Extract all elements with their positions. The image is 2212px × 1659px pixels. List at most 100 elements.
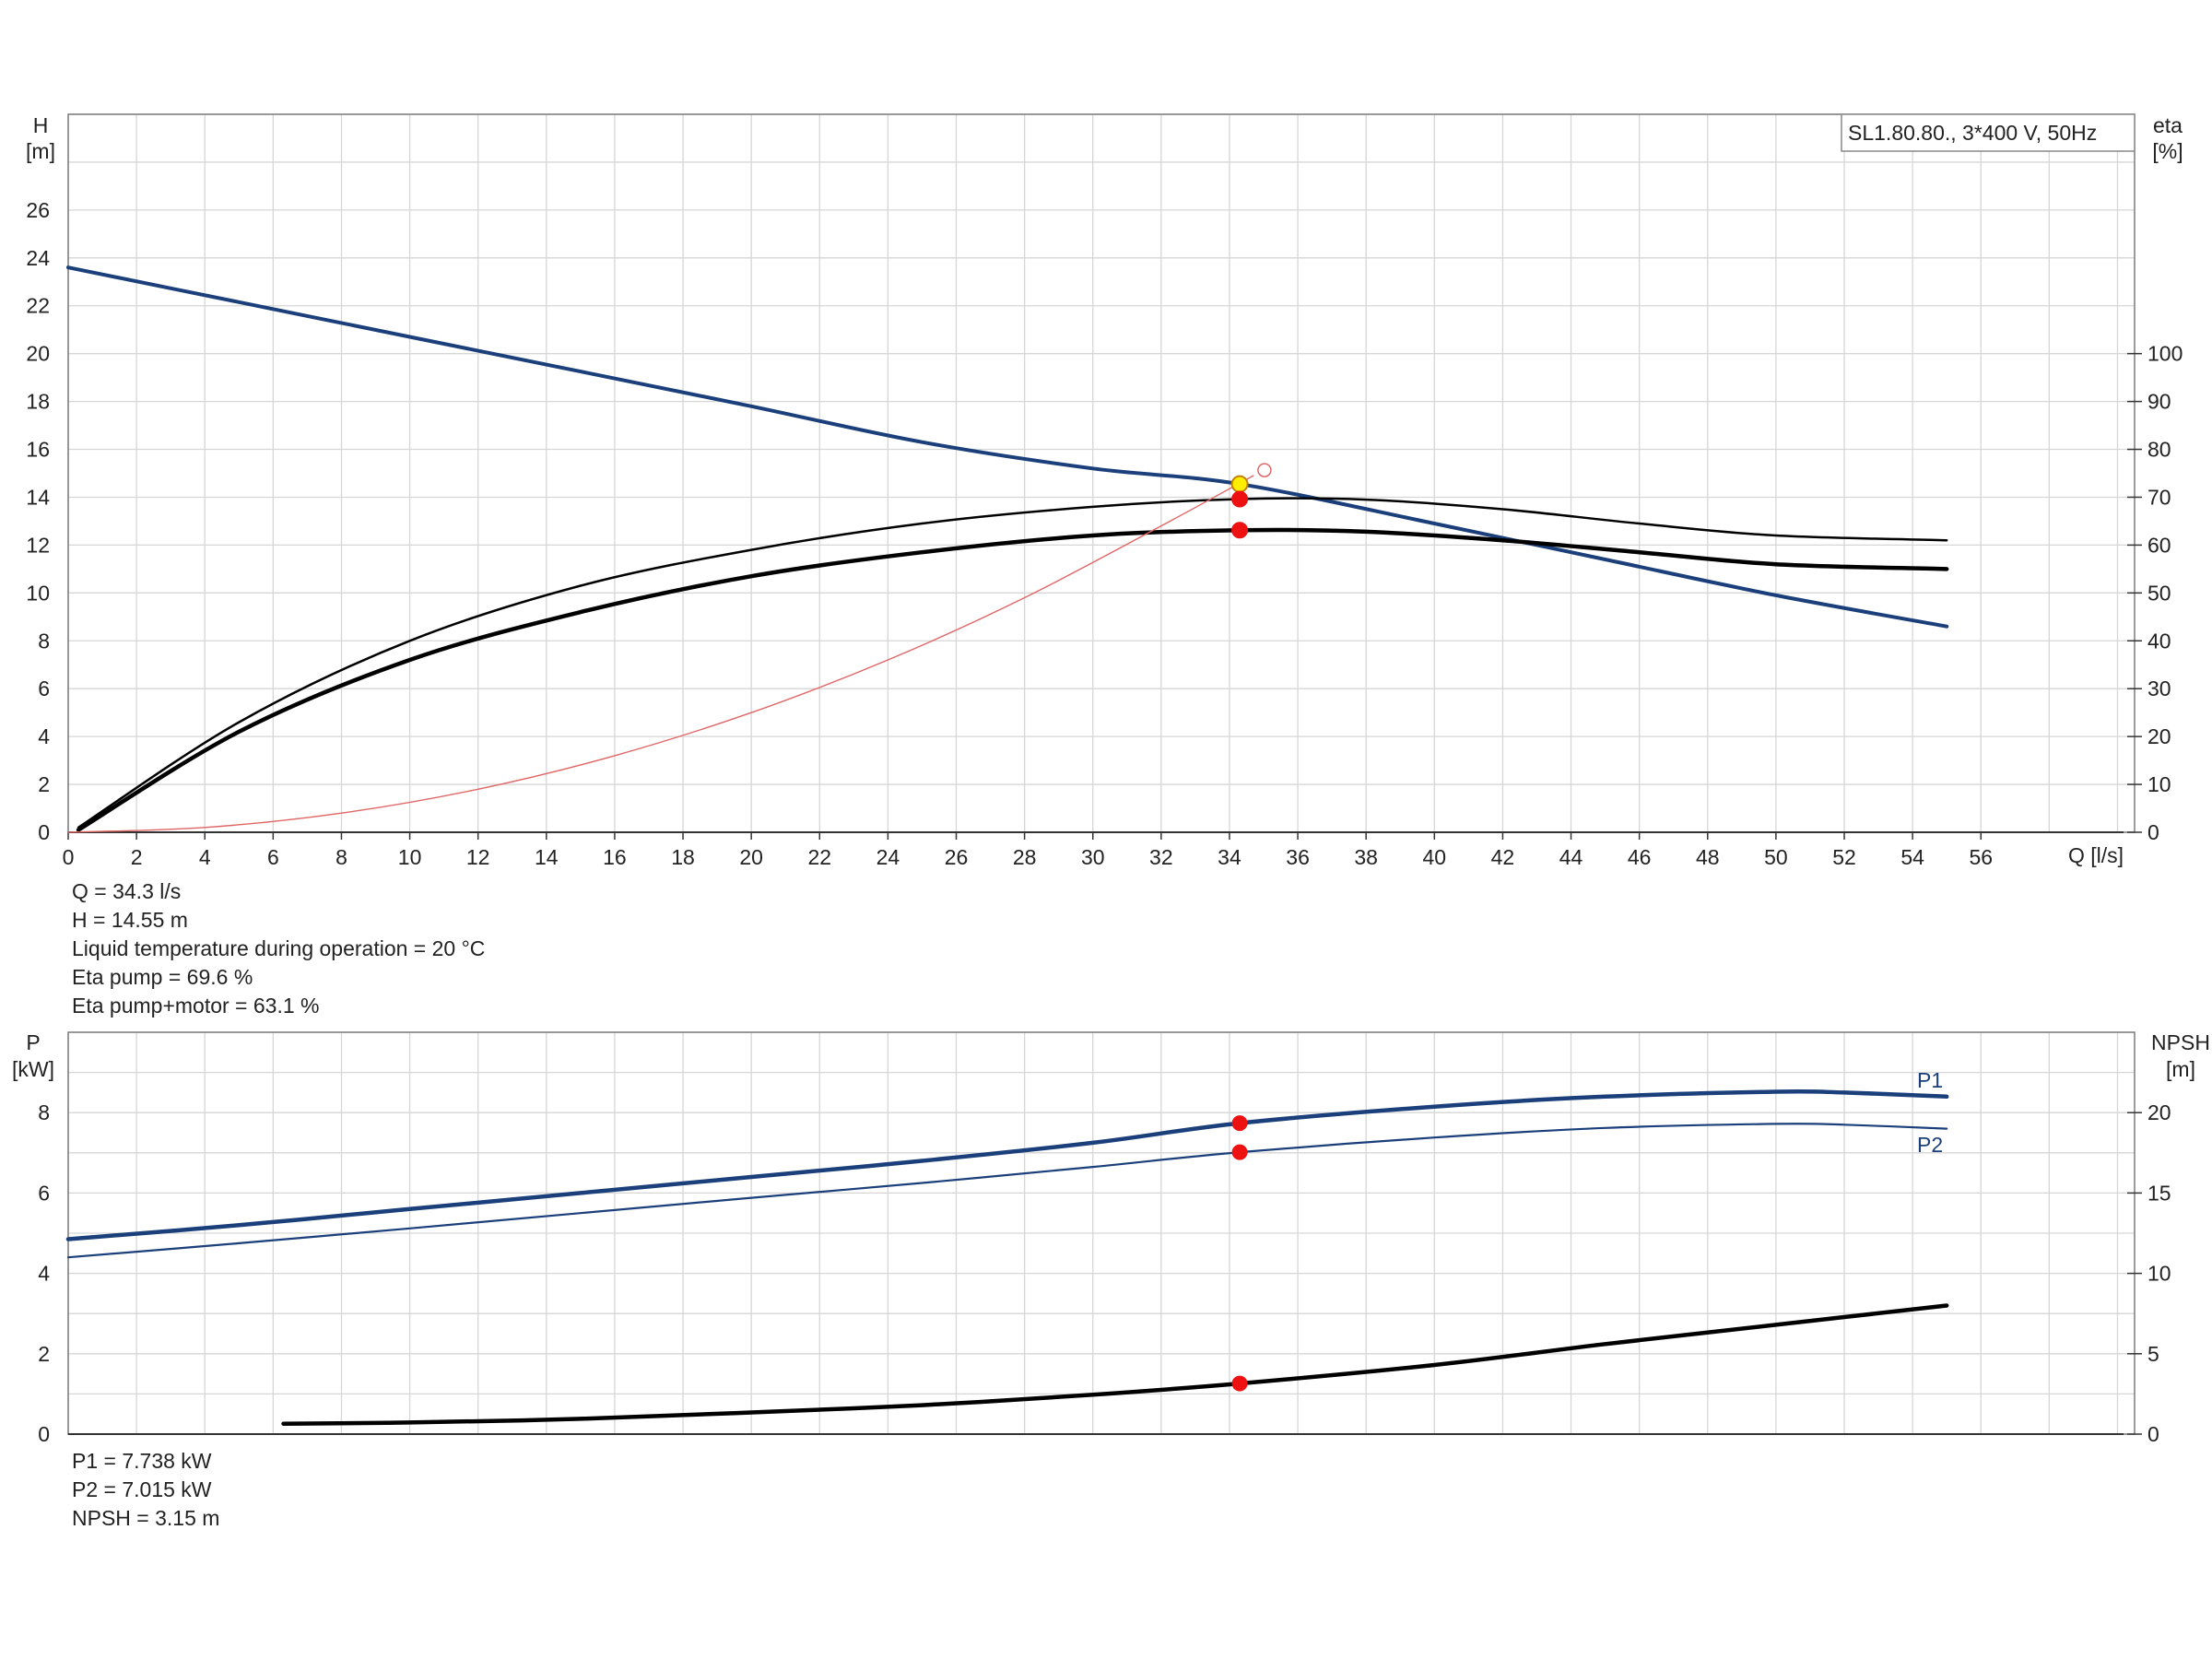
legend-box-text: SL1.80.80., 3*400 V, 50Hz bbox=[1848, 121, 2097, 145]
q-tick-label: 54 bbox=[1900, 845, 1924, 869]
npsh-tick-label: 15 bbox=[2147, 1181, 2171, 1205]
npsh-tick-label: 0 bbox=[2147, 1422, 2159, 1446]
bottom-markers bbox=[1231, 1115, 1248, 1392]
q-tick-label: 42 bbox=[1491, 845, 1515, 869]
eta-pump-motor-curve bbox=[76, 527, 1949, 832]
eta-tick-label: 20 bbox=[2147, 724, 2171, 748]
duty-point-marker bbox=[1231, 1144, 1248, 1160]
eta-tick-label: 0 bbox=[2147, 820, 2159, 844]
readout-eta-pump-motor: Eta pump+motor = 63.1 % bbox=[72, 994, 320, 1018]
h-tick-label: 6 bbox=[38, 677, 50, 700]
q-tick-label: 4 bbox=[199, 845, 211, 869]
top-curves bbox=[66, 265, 1949, 833]
h-tick-label: 26 bbox=[26, 198, 50, 222]
duty-point-marker bbox=[1231, 1115, 1248, 1132]
readout-q: Q = 34.3 l/s bbox=[72, 879, 181, 903]
p2-curve-label: P2 bbox=[1917, 1133, 1943, 1157]
npsh-axis-name: NPSH bbox=[2151, 1030, 2210, 1054]
q-tick-label: 8 bbox=[335, 845, 347, 869]
q-tick-label: 52 bbox=[1832, 845, 1856, 869]
q-tick-label: 40 bbox=[1423, 845, 1447, 869]
top-readout: Q = 34.3 l/s H = 14.55 m Liquid temperat… bbox=[72, 879, 485, 1018]
h-tick-label: 20 bbox=[26, 342, 50, 366]
q-tick-label: 12 bbox=[466, 845, 490, 869]
q-tick-label: 10 bbox=[398, 845, 422, 869]
duty-point-marker bbox=[1231, 522, 1249, 539]
head-curve bbox=[66, 265, 1949, 629]
q-tick-label: 56 bbox=[1969, 845, 1993, 869]
h-tick-label: 4 bbox=[38, 724, 50, 748]
duty-point-marker bbox=[1231, 490, 1249, 508]
bottom-chart: 0 2 4 6 8 0 5 10 15 20 P [kW] NPSH [m] P1 P2 bbox=[12, 1030, 2210, 1446]
h-tick-label: 14 bbox=[26, 485, 50, 509]
eta-tick-label: 50 bbox=[2147, 581, 2171, 605]
readout-eta-pump: Eta pump = 69.6 % bbox=[72, 965, 253, 989]
h-tick-label: 16 bbox=[26, 438, 50, 462]
p2-curve bbox=[66, 1123, 1948, 1259]
q-tick-label: 30 bbox=[1081, 845, 1105, 869]
top-frame bbox=[67, 113, 2136, 833]
h-tick-label: 22 bbox=[26, 294, 50, 318]
top-ticks: 0246810121416182022242601020304050607080… bbox=[26, 198, 2183, 869]
system-curve-end-marker bbox=[1257, 463, 1272, 477]
h-axis-unit: [m] bbox=[26, 139, 55, 163]
q-tick-label: 6 bbox=[267, 845, 279, 869]
readout-h: H = 14.55 m bbox=[72, 908, 188, 932]
h-tick-label: 8 bbox=[38, 629, 50, 653]
q-tick-label: 22 bbox=[807, 845, 831, 869]
q-tick-label: 34 bbox=[1218, 845, 1241, 869]
readout-p2: P2 = 7.015 kW bbox=[72, 1477, 212, 1501]
system-curve-curve bbox=[67, 475, 1254, 833]
q-tick-label: 46 bbox=[1628, 845, 1652, 869]
h-tick-label: 2 bbox=[38, 772, 50, 796]
h-tick-label: 18 bbox=[26, 390, 50, 414]
q-tick-label: 50 bbox=[1764, 845, 1788, 869]
p-axis-name: P bbox=[26, 1030, 40, 1054]
q-tick-label: 14 bbox=[535, 845, 559, 869]
q-tick-label: 26 bbox=[945, 845, 969, 869]
q-tick-label: 44 bbox=[1559, 845, 1583, 869]
h-tick-label: 0 bbox=[38, 820, 50, 844]
q-tick-label: 24 bbox=[877, 845, 900, 869]
npsh-tick-label: 5 bbox=[2147, 1342, 2159, 1366]
q-tick-label: 32 bbox=[1149, 845, 1173, 869]
p-tick-label: 4 bbox=[38, 1262, 50, 1286]
npsh-axis-unit: [m] bbox=[2166, 1057, 2195, 1081]
eta-axis-name: eta bbox=[2153, 113, 2183, 137]
q-tick-label: 28 bbox=[1013, 845, 1037, 869]
h-axis-name: H bbox=[33, 113, 49, 137]
bottom-ticks: 0 2 4 6 8 0 5 10 15 20 bbox=[38, 1100, 2171, 1446]
q-tick-label: 18 bbox=[671, 845, 695, 869]
top-chart: 0246810121416182022242601020304050607080… bbox=[26, 113, 2183, 869]
q-tick-label: 16 bbox=[603, 845, 627, 869]
eta-tick-label: 30 bbox=[2147, 677, 2171, 700]
q-tick-label: 20 bbox=[739, 845, 763, 869]
bottom-grid bbox=[67, 1031, 2136, 1435]
h-tick-label: 24 bbox=[26, 246, 50, 270]
eta-tick-label: 100 bbox=[2147, 342, 2183, 366]
h-tick-label: 10 bbox=[26, 581, 50, 605]
legend-box bbox=[1841, 113, 2136, 152]
h-tick-label: 12 bbox=[26, 533, 50, 557]
q-tick-label: 36 bbox=[1286, 845, 1310, 869]
eta-tick-label: 90 bbox=[2147, 390, 2171, 414]
p-tick-label: 6 bbox=[38, 1181, 50, 1205]
top-grid bbox=[67, 113, 2136, 833]
p1-curve-label: P1 bbox=[1917, 1068, 1943, 1092]
duty-point-marker bbox=[1231, 1375, 1248, 1392]
readout-temperature: Liquid temperature during operation = 20… bbox=[72, 936, 485, 960]
p-tick-label: 2 bbox=[38, 1342, 50, 1366]
eta-tick-label: 40 bbox=[2147, 629, 2171, 653]
q-axis-label: Q [l/s] bbox=[2068, 843, 2124, 867]
p1-curve bbox=[65, 1088, 1949, 1241]
eta-tick-label: 70 bbox=[2147, 485, 2171, 509]
duty-point-marker bbox=[1230, 475, 1249, 493]
q-tick-label: 0 bbox=[63, 845, 75, 869]
readout-npsh: NPSH = 3.15 m bbox=[72, 1506, 219, 1530]
q-tick-label: 2 bbox=[131, 845, 143, 869]
eta-tick-label: 80 bbox=[2147, 438, 2171, 462]
p-axis-unit: [kW] bbox=[12, 1057, 54, 1081]
eta-pump-curve bbox=[76, 497, 1948, 830]
npsh-curve bbox=[281, 1303, 1949, 1426]
